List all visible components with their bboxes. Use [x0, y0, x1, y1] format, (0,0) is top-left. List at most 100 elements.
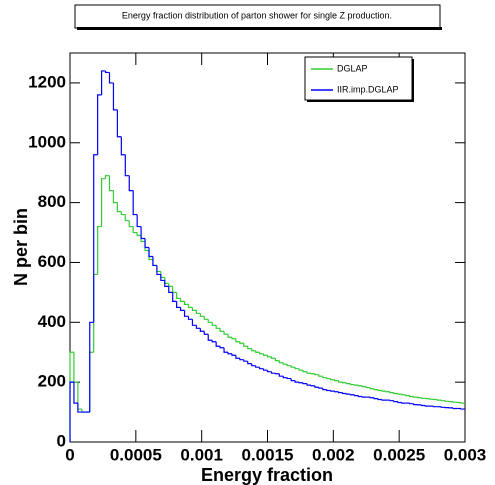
histogram-step — [334, 379, 339, 382]
histogram-step — [180, 307, 185, 311]
histogram-step — [199, 328, 205, 332]
histogram-step — [124, 214, 130, 222]
histogram-step — [160, 274, 165, 282]
histogram-step — [357, 385, 363, 387]
histogram-step — [397, 401, 402, 404]
histogram-step — [338, 391, 343, 394]
histogram-step — [409, 395, 414, 398]
histogram-step — [136, 232, 142, 237]
histogram-step — [405, 394, 410, 397]
histogram-step — [330, 378, 335, 381]
histogram-step — [361, 396, 367, 398]
chart-title: Energy fraction distribution of parton s… — [122, 10, 392, 20]
histogram-step — [223, 331, 228, 335]
histogram-step — [231, 353, 236, 356]
x-tick-label: 0.0025 — [373, 445, 425, 464]
x-tick-label: 0.0005 — [110, 445, 162, 464]
histogram-step — [413, 403, 418, 406]
histogram-step — [298, 382, 304, 384]
histogram-step — [278, 373, 284, 377]
histogram-step — [401, 402, 406, 404]
histogram-step — [215, 325, 221, 329]
histogram-step — [195, 325, 201, 329]
histogram-step — [381, 390, 386, 392]
histogram-step — [369, 387, 375, 390]
histogram-step — [290, 378, 296, 382]
histogram-step — [381, 399, 386, 401]
histogram-step — [393, 400, 398, 403]
histogram-step — [243, 359, 248, 362]
histogram-step — [227, 334, 232, 338]
histogram-step — [334, 391, 339, 393]
histogram-step — [326, 389, 331, 392]
histogram-step — [73, 382, 78, 404]
histogram-step — [176, 301, 181, 308]
histogram-step — [262, 368, 268, 371]
histogram-step — [385, 391, 390, 393]
histogram-step — [247, 361, 252, 365]
histogram-step — [97, 225, 102, 275]
y-tick-label: 200 — [38, 372, 66, 391]
histogram-step — [69, 381, 74, 442]
y-tick-label: 400 — [38, 312, 66, 331]
histogram-step — [369, 397, 375, 399]
histogram-step — [152, 256, 157, 267]
histogram-step — [180, 298, 185, 302]
histogram-step — [282, 376, 288, 379]
histogram-step — [101, 70, 106, 95]
legend-label: DGLAP — [337, 63, 368, 73]
histogram-step — [345, 382, 351, 385]
histogram-step — [322, 376, 327, 379]
x-tick-label: 0 — [65, 445, 74, 464]
histogram-step — [361, 385, 367, 388]
histogram-step — [294, 380, 300, 383]
histogram-step — [413, 396, 418, 398]
histogram-step — [104, 175, 110, 179]
histogram-step — [259, 352, 264, 355]
histogram-step — [322, 388, 327, 391]
histogram-step — [314, 385, 319, 388]
histogram-step — [191, 307, 197, 311]
histogram-step — [136, 214, 142, 228]
x-tick-label: 0.002 — [312, 445, 355, 464]
histogram-step — [401, 394, 406, 396]
histogram-step — [101, 178, 106, 227]
histogram-step — [211, 322, 217, 326]
histogram-step — [345, 393, 351, 395]
histogram-step — [120, 136, 126, 156]
histogram-step — [239, 341, 244, 344]
histogram-step — [243, 343, 248, 347]
histogram-step — [409, 403, 414, 405]
histogram-step — [104, 70, 110, 74]
histogram-step — [128, 220, 134, 228]
histogram-step — [89, 321, 94, 413]
histogram-step — [389, 400, 394, 402]
histogram-step — [207, 334, 213, 341]
histogram-step — [432, 406, 438, 408]
histogram-step — [349, 394, 355, 396]
histogram-step — [377, 389, 383, 392]
histogram-step — [278, 360, 284, 364]
histogram-step — [452, 401, 458, 403]
histogram-step — [116, 109, 122, 138]
histogram-step — [172, 292, 177, 302]
histogram-step — [274, 358, 280, 362]
legend-label: IIR.imp.DGLAP — [337, 84, 399, 94]
histogram-step — [187, 304, 193, 308]
histogram-step — [144, 238, 149, 249]
histogram-step — [326, 377, 331, 380]
y-axis-label: N per bin — [11, 208, 31, 286]
histogram-step — [191, 319, 197, 326]
histogram-step — [373, 397, 379, 400]
histogram-step — [235, 338, 240, 343]
histogram-step — [128, 175, 134, 192]
histogram-step — [306, 383, 311, 386]
histogram-step — [112, 190, 118, 204]
histogram-step — [211, 340, 217, 343]
y-tick-label: 0 — [57, 431, 66, 450]
histogram-step — [318, 374, 323, 377]
histogram-step — [219, 328, 225, 332]
x-axis-label: Energy fraction — [201, 465, 333, 485]
histogram-step — [251, 348, 256, 352]
